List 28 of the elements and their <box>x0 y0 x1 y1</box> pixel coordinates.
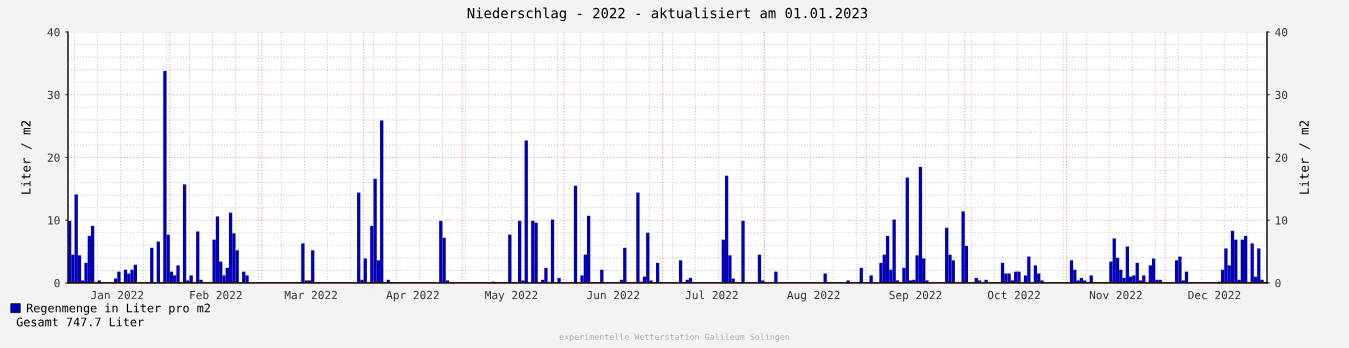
y-tick-label: 0 <box>54 278 60 288</box>
x-tick-label: Jul 2022 <box>685 290 738 300</box>
x-tick-label: Nov 2022 <box>1089 290 1142 300</box>
y2-tick-label: 30 <box>1275 90 1288 100</box>
x-tick-label: Jun 2022 <box>587 290 640 300</box>
x-tick-label: Dec 2022 <box>1188 290 1241 300</box>
x-tick-label: Oct 2022 <box>987 290 1040 300</box>
x-tick-label: Sep 2022 <box>889 290 942 302</box>
chart-title: Niederschlag - 2022 - aktualisiert am 01.01.2023 <box>467 7 868 22</box>
x-tick-label: Apr 2022 <box>386 290 439 302</box>
y2-tick-label: 10 <box>1275 216 1288 225</box>
y-tick-label: 30 <box>47 90 60 100</box>
text: experimentelle Wetterstation Galileum Solingen <box>559 333 790 342</box>
x-tick-label: Feb 2022 <box>190 290 242 300</box>
x-tick-label: May 2022 <box>485 290 538 302</box>
y-axis-title: Liter / m2 <box>20 120 32 194</box>
y2-axis-title: Liter / m2 <box>1299 120 1310 194</box>
y-tick-label: 40 <box>47 28 60 37</box>
y-tick-label: 10 <box>48 216 60 225</box>
text: Gesamt 747.7 Liter <box>16 317 144 327</box>
y2-tick-label: 20 <box>1275 153 1288 162</box>
x-tick-label: Aug 2022 <box>787 290 840 302</box>
x-tick-label: Mar 2022 <box>284 290 337 300</box>
legend-label: Regenmenge in Liter pro m2 <box>26 303 210 315</box>
y2-tick-label: 40 <box>1275 28 1288 37</box>
x-tick-label: Jan 2022 <box>91 290 144 300</box>
y-tick-label: 20 <box>47 153 60 162</box>
y2-tick-label: 0 <box>1275 278 1281 288</box>
